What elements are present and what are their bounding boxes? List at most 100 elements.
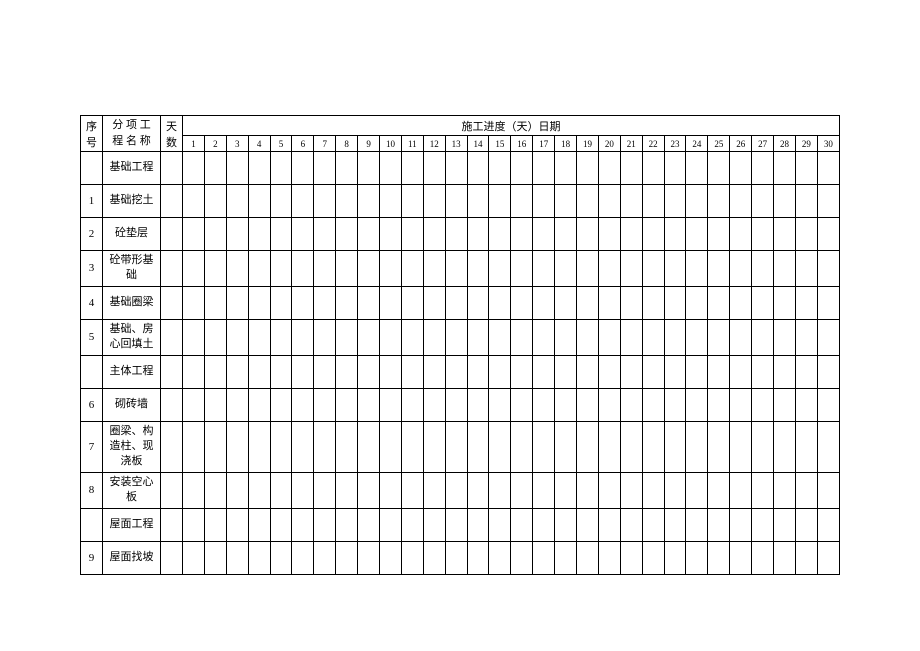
cell-day (533, 541, 555, 574)
cell-day (817, 472, 839, 508)
cell-day (795, 508, 817, 541)
cell-day (511, 421, 533, 472)
cell-day (598, 355, 620, 388)
cell-day (686, 472, 708, 508)
cell-day (795, 152, 817, 185)
cell-day (270, 388, 292, 421)
cell-day (817, 541, 839, 574)
cell-day (292, 472, 314, 508)
cell-day (664, 319, 686, 355)
cell-day (467, 388, 489, 421)
cell-day (314, 541, 336, 574)
cell-days (161, 472, 183, 508)
cell-day (467, 185, 489, 218)
cell-day (445, 388, 467, 421)
cell-day (423, 421, 445, 472)
cell-day (642, 218, 664, 251)
cell-day (226, 152, 248, 185)
cell-day (183, 185, 205, 218)
cell-name: 基础、房心回填土 (103, 319, 161, 355)
cell-day (730, 218, 752, 251)
cell-day (445, 472, 467, 508)
cell-day (423, 286, 445, 319)
cell-day (555, 388, 577, 421)
cell-day (664, 218, 686, 251)
cell-day (642, 355, 664, 388)
cell-day (752, 251, 774, 287)
cell-name: 砼垫层 (103, 218, 161, 251)
table-row: 6砌砖墙 (81, 388, 840, 421)
cell-day (795, 251, 817, 287)
cell-day (708, 541, 730, 574)
cell-day (314, 185, 336, 218)
cell-day (730, 388, 752, 421)
cell-day (336, 218, 358, 251)
cell-day (204, 218, 226, 251)
cell-day (248, 319, 270, 355)
cell-day (314, 508, 336, 541)
cell-day (795, 355, 817, 388)
cell-day (445, 319, 467, 355)
cell-day (204, 185, 226, 218)
cell-day (774, 508, 796, 541)
cell-day (533, 355, 555, 388)
cell-day (598, 251, 620, 287)
cell-day (708, 508, 730, 541)
cell-day (489, 388, 511, 421)
cell-name: 基础圈梁 (103, 286, 161, 319)
cell-day (774, 388, 796, 421)
cell-day (314, 218, 336, 251)
cell-name: 基础工程 (103, 152, 161, 185)
day-number: 24 (686, 136, 708, 152)
cell-seq (81, 508, 103, 541)
cell-seq: 9 (81, 541, 103, 574)
day-number: 9 (358, 136, 380, 152)
cell-day (358, 152, 380, 185)
cell-day (620, 421, 642, 472)
cell-day (248, 251, 270, 287)
cell-day (358, 319, 380, 355)
cell-day (423, 152, 445, 185)
cell-day (511, 218, 533, 251)
cell-day (708, 421, 730, 472)
cell-day (752, 152, 774, 185)
cell-day (642, 152, 664, 185)
table-row: 基础工程 (81, 152, 840, 185)
cell-day (270, 508, 292, 541)
cell-day (423, 185, 445, 218)
cell-day (292, 388, 314, 421)
cell-day (795, 286, 817, 319)
cell-day (358, 388, 380, 421)
cell-day (577, 508, 599, 541)
cell-day (204, 286, 226, 319)
cell-day (686, 185, 708, 218)
table-row: 4基础圈梁 (81, 286, 840, 319)
cell-day (730, 355, 752, 388)
cell-day (774, 472, 796, 508)
cell-day (620, 355, 642, 388)
cell-day (226, 355, 248, 388)
cell-day (423, 251, 445, 287)
cell-day (555, 421, 577, 472)
cell-day (358, 218, 380, 251)
cell-day (511, 355, 533, 388)
cell-day (620, 218, 642, 251)
cell-day (620, 286, 642, 319)
day-number: 7 (314, 136, 336, 152)
cell-day (358, 472, 380, 508)
day-number: 4 (248, 136, 270, 152)
cell-day (533, 388, 555, 421)
cell-day (774, 185, 796, 218)
day-number: 6 (292, 136, 314, 152)
day-number: 17 (533, 136, 555, 152)
cell-day (752, 286, 774, 319)
cell-day (401, 218, 423, 251)
cell-day (686, 541, 708, 574)
cell-day (795, 319, 817, 355)
cell-day (183, 251, 205, 287)
cell-day (183, 286, 205, 319)
cell-day (642, 388, 664, 421)
cell-day (467, 251, 489, 287)
cell-name: 屋面工程 (103, 508, 161, 541)
header-name: 分 项 工程 名 称 (103, 116, 161, 152)
